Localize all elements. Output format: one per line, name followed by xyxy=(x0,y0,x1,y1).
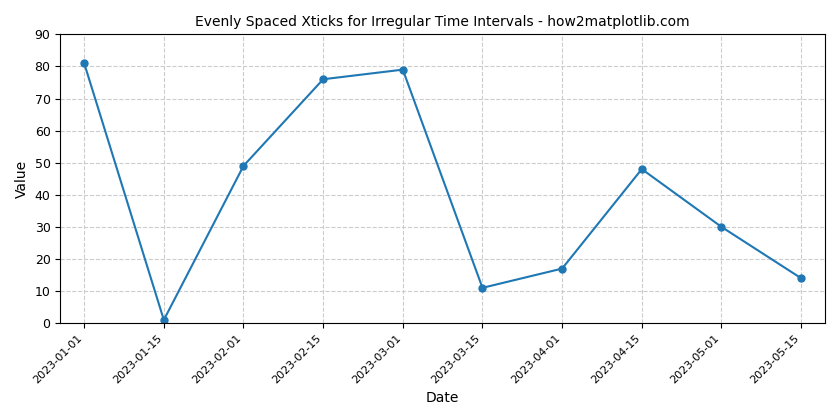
Title: Evenly Spaced Xticks for Irregular Time Intervals - how2matplotlib.com: Evenly Spaced Xticks for Irregular Time … xyxy=(196,15,690,29)
Y-axis label: Value: Value xyxy=(15,160,29,198)
X-axis label: Date: Date xyxy=(426,391,459,405)
